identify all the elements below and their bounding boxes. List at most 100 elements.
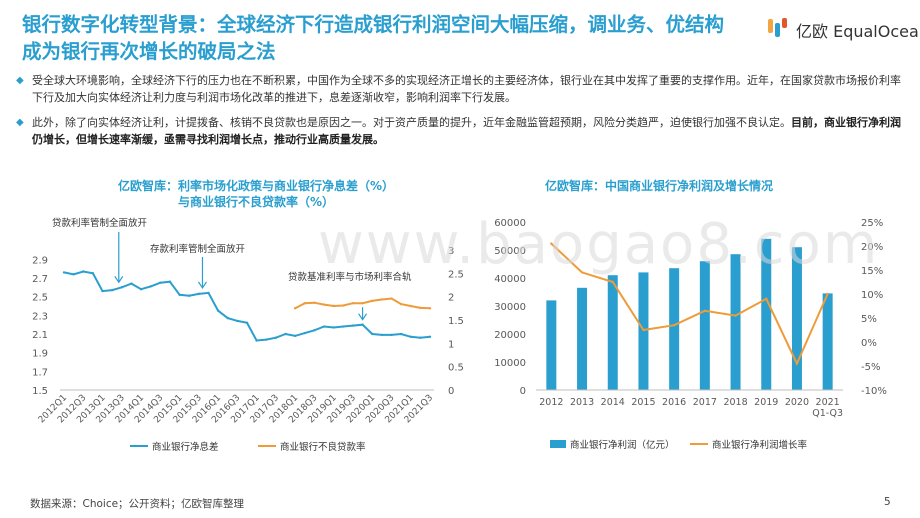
- data-point: [351, 324, 355, 327]
- legend-label-growth: 商业银行净利润增长率: [712, 439, 808, 451]
- x-tick-label: 2020: [785, 397, 809, 408]
- y-left-tick-label: 0: [520, 386, 526, 397]
- y-left-tick-label: 1.7: [32, 367, 48, 378]
- x-tick-label: 2012: [539, 397, 563, 408]
- y-right-tick-label: 20%: [861, 242, 883, 253]
- y-left-tick-label: 1.9: [32, 349, 48, 360]
- data-point: [765, 297, 768, 300]
- data-point: [110, 288, 114, 292]
- data-point: [351, 302, 355, 305]
- data-point: [390, 297, 393, 300]
- bar: [791, 247, 802, 390]
- data-point: [139, 288, 143, 291]
- data-point: [409, 304, 412, 308]
- left-chart-title-line-1: 亿欧智库：利率市场化政策与商业银行净息差（%）: [117, 179, 395, 193]
- y-right-tick-label: 5%: [861, 314, 877, 325]
- data-point: [428, 307, 432, 310]
- data-point: [293, 334, 297, 338]
- data-point: [342, 304, 345, 307]
- bar: [699, 261, 710, 390]
- y-right-tick-label: -10%: [861, 386, 887, 397]
- data-point: [611, 280, 614, 284]
- data-point: [409, 335, 412, 338]
- data-point: [188, 294, 191, 297]
- data-point: [62, 271, 66, 274]
- data-point: [428, 335, 432, 338]
- data-point: [390, 333, 393, 337]
- annotation-label: 存款利率管制全面放开: [150, 243, 246, 255]
- data-point: [236, 319, 239, 323]
- annotation-label: 贷款利率管制全面放开: [52, 217, 148, 229]
- y-left-tick-label: 2.5: [32, 293, 48, 304]
- data-point: [380, 298, 384, 301]
- right-chart-title: 亿欧智库：中国商业银行净利润及增长情况: [545, 179, 774, 193]
- data-point: [82, 270, 85, 273]
- legend-label-npl: 商业银行不良贷款率: [280, 441, 366, 453]
- y-right-tick-label: 3: [448, 246, 454, 257]
- diamond-icon: ◆: [16, 117, 24, 128]
- data-point: [826, 292, 829, 296]
- x-tick-label: 2017: [693, 397, 717, 408]
- data-point: [672, 324, 676, 327]
- x-tick-label: 2016: [662, 397, 686, 408]
- left-chart-title-line-2: 与商业银行不良贷款率（%）: [177, 195, 335, 209]
- nim-npl-line-chart: 1.51.71.92.12.32.52.72.900.511.522.53201…: [32, 217, 464, 453]
- y-left-tick-label: 30000: [494, 302, 526, 313]
- y-left-tick-label: 20000: [494, 330, 526, 341]
- y-left-tick-label: 2.7: [32, 274, 48, 285]
- bar: [607, 275, 618, 390]
- x-tick-label: 2015: [631, 397, 655, 408]
- data-point: [293, 307, 297, 310]
- data-point: [207, 291, 210, 295]
- data-point: [159, 281, 162, 284]
- data-point: [149, 285, 152, 288]
- data-point: [419, 336, 422, 339]
- data-point: [332, 326, 335, 329]
- data-point: [91, 272, 95, 275]
- data-point: [303, 302, 306, 305]
- data-point: [255, 339, 258, 342]
- y-right-tick-label: 2: [448, 293, 454, 304]
- data-point: [642, 328, 645, 332]
- y-left-tick-label: 50000: [494, 246, 526, 257]
- x-tick-label: 2018: [723, 397, 747, 408]
- data-point: [734, 314, 737, 317]
- y-left-tick-label: 10000: [494, 358, 526, 369]
- growth-rate-line: [550, 242, 829, 367]
- diamond-icon: ◆: [16, 75, 24, 86]
- watermark: www.baogao8.com: [318, 212, 880, 277]
- data-point: [380, 333, 384, 337]
- data-point: [371, 299, 374, 303]
- data-point: [703, 309, 707, 312]
- x-tick-label: Q1-Q3: [812, 408, 843, 419]
- bar: [822, 293, 833, 390]
- data-point: [371, 332, 374, 336]
- data-point: [216, 309, 220, 312]
- data-point: [101, 289, 104, 293]
- data-point: [361, 323, 364, 326]
- y-right-tick-label: 25%: [861, 218, 883, 229]
- data-point: [130, 282, 133, 285]
- bar: [577, 287, 588, 390]
- legend-swatch-profit: [550, 440, 566, 448]
- data-point: [322, 303, 326, 306]
- bullet-1: ◆ 受全球大环境影响，全球经济下行的压力也在不断积累，中国作为全球不多的实现经济…: [16, 72, 906, 106]
- legend-label-profit: 商业银行净利润（亿元）: [570, 439, 675, 451]
- data-point: [342, 325, 345, 328]
- data-point: [313, 301, 316, 304]
- legend-label-nim: 商业银行净息差: [152, 441, 219, 453]
- logo-text: 亿欧 EqualOcean: [796, 22, 920, 41]
- y-left-tick-label: 1.5: [32, 386, 48, 397]
- y-left-tick-label: 2.1: [32, 330, 48, 341]
- y-right-tick-label: 0%: [861, 338, 877, 349]
- y-right-tick-label: 1: [448, 339, 454, 350]
- x-tick-label: 2019: [754, 397, 778, 408]
- bullet-2-text: 此外，除了向实体经济让利，计提拨备、核销不良贷款也是原因之一。对于资产质量的提升…: [32, 116, 901, 146]
- data-point: [322, 325, 326, 328]
- y-left-tick-label: 60000: [494, 218, 526, 229]
- y-left-tick-label: 2.3: [32, 311, 48, 322]
- data-point: [197, 292, 201, 296]
- equalocean-logo-icon: [768, 18, 787, 37]
- bullet-2: ◆ 此外，除了向实体经济让利，计提拨备、核销不良贷款也是原因之一。对于资产质量的…: [16, 114, 906, 148]
- data-point: [550, 242, 553, 245]
